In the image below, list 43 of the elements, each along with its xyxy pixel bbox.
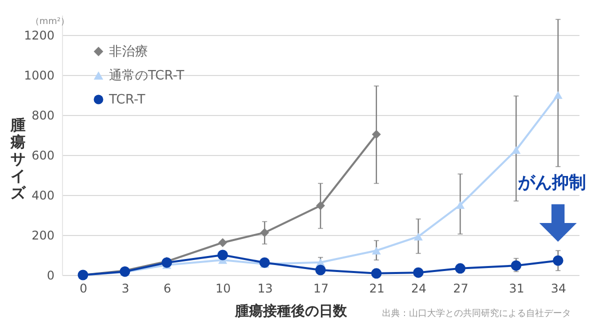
point [315,264,326,276]
x-tick-label: 31 [508,282,524,296]
x-tick-label: 21 [369,282,385,296]
annotation: がん抑制 [517,173,586,193]
y-tick-label: 1000 [24,68,54,82]
x-tick-label: 3 [122,282,130,296]
y-tick-label: 0 [46,268,54,282]
y-tick-label: 1200 [24,28,54,42]
point [316,201,325,210]
point [552,255,564,266]
x-tick-label: 6 [163,282,172,296]
point [456,201,465,209]
y-tick-label: 400 [32,188,54,202]
y-axis-title: 腫瘍サイズ [10,116,26,202]
point [413,267,424,278]
point [217,250,228,260]
x-tick-label: 24 [411,282,426,296]
legend-label: TCR-T [108,92,146,108]
x-tick-label: 13 [257,282,273,296]
y-tick-label: 200 [32,228,54,242]
x-tick-label: 17 [313,282,329,296]
x-tick-label: 27 [453,282,468,296]
point [510,260,522,271]
point [414,232,423,240]
x-tick-label: 10 [216,282,231,296]
annotation: （mm²） [30,17,70,27]
source-note: 出典：山口大学との共同研究による自社データ [382,308,571,319]
y-tick-label: 800 [32,108,54,122]
point [260,228,270,238]
x-axis-title: 腫瘍接種後の日数 [234,302,348,320]
point [454,263,466,274]
point [371,268,382,279]
point [372,130,381,139]
point [512,146,521,154]
point [259,257,270,268]
x-tick-label: 0 [80,282,88,296]
point [218,238,228,248]
legend-label: 通常のTCR-T [109,68,184,84]
legend-label: 非治療 [109,44,148,60]
x-tick-label: 34 [550,282,566,296]
y-tick-label: 600 [32,148,54,162]
point [372,246,381,254]
point [554,91,563,99]
